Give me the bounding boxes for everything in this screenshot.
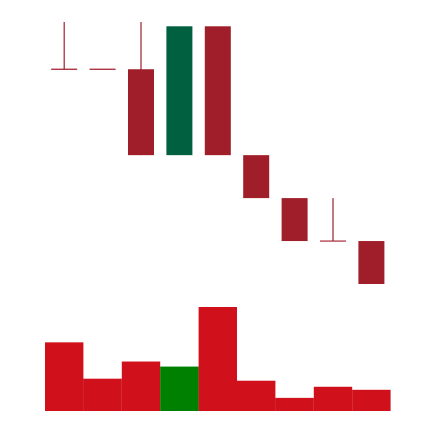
candle-body-down xyxy=(358,241,385,284)
volume-bar xyxy=(313,386,353,411)
volume-panel xyxy=(45,307,391,411)
volume-bar xyxy=(352,389,391,411)
volume-bar xyxy=(198,307,237,411)
volume-bar xyxy=(275,397,314,411)
price-panel xyxy=(51,22,385,284)
volume-bar xyxy=(160,366,199,411)
candle-body-up xyxy=(166,26,193,156)
volume-bar xyxy=(45,342,84,411)
candle-body-down xyxy=(204,26,231,156)
candle-body-down xyxy=(281,198,308,242)
candle-body-down xyxy=(243,155,270,199)
volume-bar xyxy=(121,361,161,411)
candle-body-down xyxy=(128,69,154,156)
volume-bar xyxy=(237,380,276,411)
volume-bar xyxy=(83,378,122,411)
